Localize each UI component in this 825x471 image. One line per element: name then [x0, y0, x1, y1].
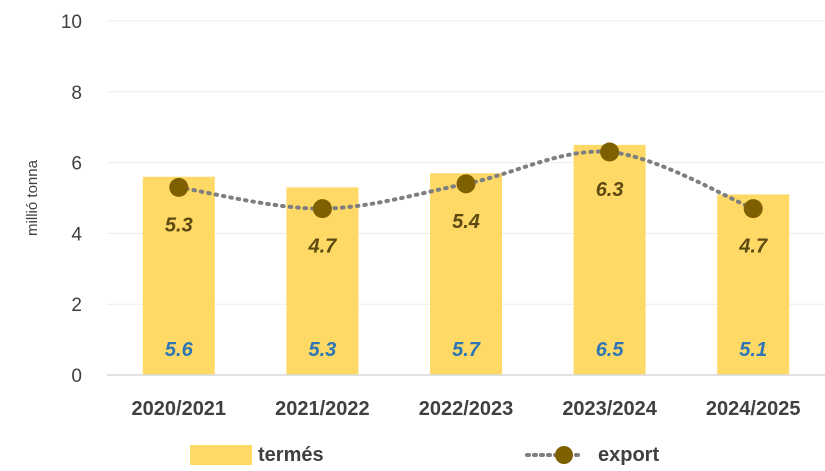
legend-label-bar: termés [258, 444, 324, 466]
line-data-label: 5.4 [452, 211, 480, 233]
x-tick-label: 2024/2025 [706, 398, 801, 420]
bar [573, 144, 646, 375]
y-tick-label: 4 [71, 224, 82, 245]
line-data-label: 4.7 [307, 236, 337, 258]
x-tick-label: 2020/2021 [132, 398, 227, 420]
line-marker [169, 177, 189, 197]
legend-label-line: export [598, 444, 659, 466]
gridlines [107, 20, 825, 305]
y-tick-label: 8 [71, 83, 82, 104]
bar [142, 176, 215, 375]
line-data-label: 6.3 [596, 179, 624, 201]
line-marker [600, 142, 620, 162]
legend: termés export [190, 444, 659, 466]
x-tick-label: 2021/2022 [275, 398, 370, 420]
bar [286, 187, 359, 375]
bar-data-label: 6.5 [596, 339, 625, 361]
y-tick-label: 10 [61, 12, 82, 33]
x-tick-label: 2022/2023 [419, 398, 514, 420]
bar-data-label: 5.6 [165, 339, 194, 361]
y-axis-title: millió tonna [24, 159, 41, 236]
legend-swatch-bar [190, 445, 252, 465]
line-series [169, 142, 763, 219]
bar-data-label: 5.7 [452, 339, 481, 361]
axes: 0 2 4 6 8 10 2020/2021 2021/2022 2022/2023 2023/2… [61, 12, 825, 420]
line-marker [743, 199, 763, 219]
line-marker [312, 199, 332, 219]
bar [430, 173, 502, 375]
y-tick-label: 6 [71, 154, 82, 175]
bar-data-label: 5.3 [308, 339, 336, 361]
y-tick-label: 2 [71, 295, 82, 316]
bar [717, 194, 790, 375]
line-data-label: 4.7 [738, 236, 768, 258]
y-tick-label: 0 [71, 366, 82, 387]
line-data-label: 5.3 [165, 214, 193, 236]
x-tick-label: 2023/2024 [562, 398, 657, 420]
line-marker [456, 174, 476, 194]
bar-data-label: 5.1 [739, 339, 767, 361]
data-labels: 5.3 4.7 5.4 6.3 4.7 5.6 5.3 5.7 6.5 5.1 [165, 179, 768, 361]
legend-marker-circle [555, 446, 573, 464]
bar-series [142, 144, 790, 375]
